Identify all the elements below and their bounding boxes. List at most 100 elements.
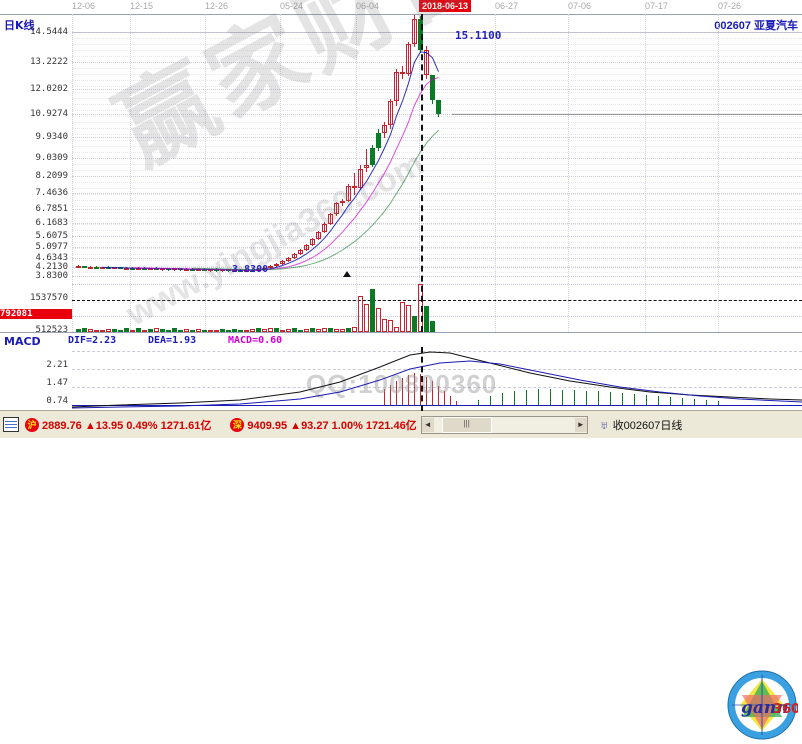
candlestick[interactable]: [154, 267, 159, 270]
candlestick[interactable]: [142, 267, 147, 270]
candlestick[interactable]: [286, 257, 291, 262]
macd-histogram-bar: [610, 392, 611, 405]
candlestick[interactable]: [436, 110, 441, 117]
candlestick[interactable]: [394, 69, 399, 105]
minor-gridline: [72, 122, 802, 123]
candlestick[interactable]: [190, 268, 195, 271]
sh-change: 13.95: [96, 420, 124, 432]
candlestick[interactable]: [352, 173, 357, 195]
volume-bar[interactable]: [382, 319, 387, 332]
minor-gridline: [72, 176, 802, 177]
candlestick[interactable]: [430, 88, 435, 104]
minor-gridline: [72, 272, 802, 273]
grid-icon[interactable]: [3, 417, 19, 432]
minor-gridline: [72, 242, 802, 243]
candlestick[interactable]: [124, 267, 129, 270]
volume-bar[interactable]: [424, 306, 429, 332]
candlestick[interactable]: [100, 267, 105, 270]
candlestick[interactable]: [298, 249, 303, 255]
macd-histogram-bar: [432, 381, 433, 405]
kline-plot[interactable]: 15.1100 3.8300: [72, 14, 802, 332]
macd-histogram-bar: [586, 391, 587, 405]
candlestick[interactable]: [406, 42, 411, 76]
candlestick[interactable]: [220, 269, 225, 272]
candlestick[interactable]: [130, 267, 135, 270]
minor-gridline: [72, 50, 802, 51]
candlestick[interactable]: [340, 199, 345, 206]
date-tick-9: 07-26: [718, 1, 741, 11]
candlestick[interactable]: [388, 99, 393, 129]
candlestick[interactable]: [316, 231, 321, 240]
candlestick[interactable]: [424, 46, 429, 79]
shanghai-index: 2889.76 ▲13.95 0.49% 1271.61亿: [42, 417, 211, 433]
candlestick[interactable]: [382, 122, 387, 138]
candlestick[interactable]: [82, 266, 87, 269]
candlestick[interactable]: [346, 184, 351, 201]
scroll-left-arrow[interactable]: ◄: [422, 418, 434, 432]
shenzhen-index: 9409.95 ▲93.27 1.00% 1721.46亿: [247, 417, 416, 433]
shanghai-icon-label: 沪: [25, 418, 39, 432]
candlestick[interactable]: [412, 15, 417, 47]
candlestick[interactable]: [196, 268, 201, 271]
candlestick[interactable]: [172, 268, 177, 271]
volume-bar[interactable]: [400, 302, 405, 332]
volume-bar[interactable]: [370, 289, 375, 332]
candlestick[interactable]: [274, 263, 279, 267]
candlestick[interactable]: [400, 66, 405, 79]
minor-gridline: [72, 194, 802, 195]
candlestick[interactable]: [148, 268, 153, 271]
shanghai-index-icon: 沪: [25, 418, 39, 432]
candlestick[interactable]: [292, 253, 297, 258]
volume-bar[interactable]: [388, 320, 393, 332]
macd-dif-label: DIF=2.23: [68, 335, 116, 346]
candle-body: [154, 268, 159, 270]
candlestick[interactable]: [358, 165, 363, 190]
candlestick[interactable]: [328, 213, 333, 225]
candlestick[interactable]: [88, 266, 93, 269]
candlestick[interactable]: [280, 260, 285, 265]
candlestick[interactable]: [334, 202, 339, 216]
macd-plot[interactable]: [72, 347, 802, 411]
candlestick[interactable]: [268, 265, 273, 268]
candlestick[interactable]: [214, 268, 219, 271]
candle-body: [346, 186, 351, 201]
candlestick[interactable]: [310, 238, 315, 246]
scroll-thumb[interactable]: |||: [442, 417, 492, 433]
candlestick[interactable]: [208, 269, 213, 272]
candlestick[interactable]: [178, 268, 183, 271]
candlestick[interactable]: [118, 267, 123, 270]
candlestick[interactable]: [376, 129, 381, 152]
candlestick[interactable]: [364, 149, 369, 172]
candlestick[interactable]: [94, 266, 99, 269]
volume-bar[interactable]: [406, 305, 411, 332]
minor-gridline: [72, 182, 802, 183]
volume-bar[interactable]: [412, 316, 417, 332]
candlestick[interactable]: [304, 244, 309, 251]
candlestick[interactable]: [106, 266, 111, 269]
volume-bar[interactable]: [364, 304, 369, 332]
candlestick[interactable]: [160, 268, 165, 271]
candle-body: [106, 267, 111, 269]
crosshair-vertical-line: [421, 14, 423, 332]
volume-bar[interactable]: [376, 308, 381, 332]
candle-body: [202, 269, 207, 271]
candlestick[interactable]: [202, 268, 207, 271]
candlestick[interactable]: [112, 267, 117, 270]
horizontal-scrollbar[interactable]: ◄ ||| ►: [421, 416, 588, 434]
candlestick[interactable]: [184, 268, 189, 271]
candlestick[interactable]: [226, 269, 231, 272]
scroll-right-arrow[interactable]: ►: [575, 418, 587, 432]
candlestick[interactable]: [370, 145, 375, 168]
candlestick[interactable]: [136, 267, 141, 270]
macd-histogram-bar: [396, 381, 397, 405]
candlestick[interactable]: [166, 268, 171, 271]
candlestick[interactable]: [76, 265, 81, 268]
price-gridline-4: [72, 137, 802, 138]
minor-gridline: [72, 164, 802, 165]
volume-bar[interactable]: [430, 321, 435, 332]
volume-bar[interactable]: [358, 296, 363, 332]
price-gridline-14: [72, 276, 802, 277]
price-tick-10: 5.6075: [35, 231, 68, 241]
candlestick[interactable]: [322, 222, 327, 233]
macd-histogram-bar: [646, 395, 647, 405]
